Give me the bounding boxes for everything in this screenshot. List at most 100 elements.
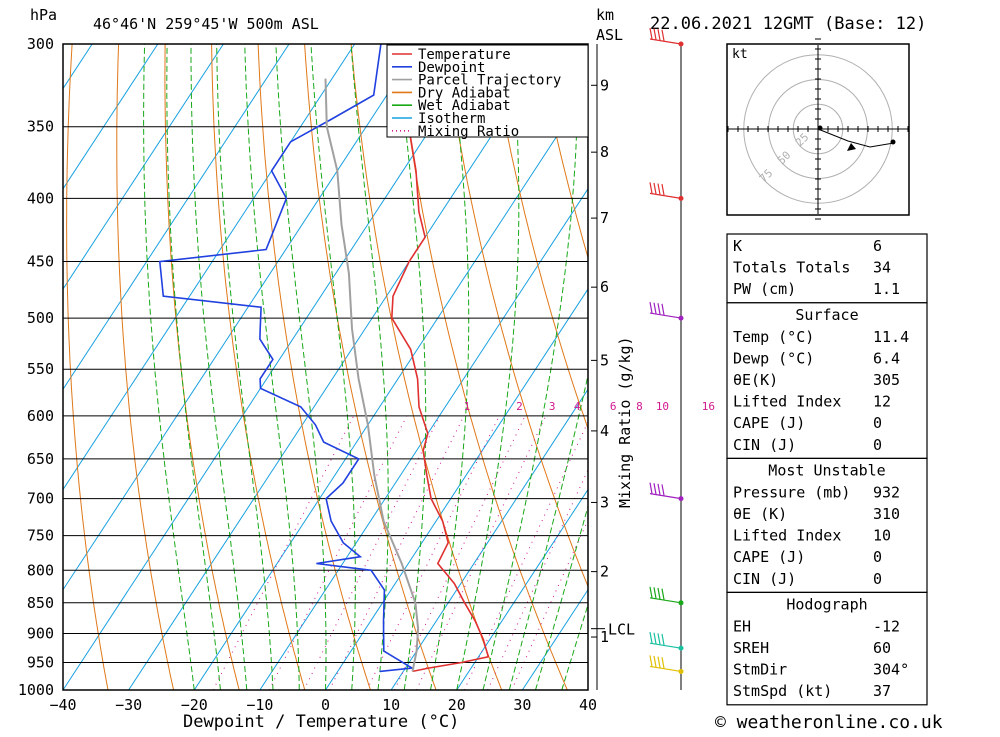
dry-adiabat-line <box>164 44 240 690</box>
dry-adiabat-line <box>304 44 437 690</box>
wind-barb-shaft <box>649 38 682 45</box>
temperature-tick-label: −40 <box>49 696 76 714</box>
table-row-value: 0 <box>873 436 882 454</box>
table-row-value: 0 <box>873 414 882 432</box>
isotherm-line <box>63 44 487 690</box>
mixing-ratio-label: 6 <box>610 400 617 413</box>
pressure-tick-label: 750 <box>27 527 54 545</box>
wind-barb-flag <box>653 655 657 668</box>
legend-label: Wet Adiabat <box>418 98 511 114</box>
temperature-tick-label: 30 <box>513 696 531 714</box>
legend-label: Dewpoint <box>418 60 485 76</box>
table-row-label: CAPE (J) <box>733 548 805 566</box>
storm-motion-marker <box>847 143 856 151</box>
legend-label: Dry Adiabat <box>418 85 511 101</box>
height-tick-label: 6 <box>600 278 609 296</box>
wind-barb-flag <box>653 28 657 40</box>
wind-barb-flag <box>661 303 665 315</box>
pressure-grid <box>63 43 588 691</box>
wind-barb-flag <box>649 655 653 667</box>
table-row-value: 304° <box>873 661 909 679</box>
wet-adiabat-line <box>143 44 195 690</box>
wind-barb-flag <box>653 483 657 495</box>
pressure-unit-label: hPa <box>30 6 57 24</box>
lcl-label: LCL <box>608 621 635 639</box>
table-section-title: Hodograph <box>786 595 867 613</box>
isotherm-line <box>63 44 159 190</box>
plot-frame <box>62 43 589 691</box>
table-row-value: -12 <box>873 617 900 635</box>
temperature-tick-label: −30 <box>115 696 142 714</box>
table-row-label: Totals Totals <box>733 259 850 277</box>
wind-barb-flag <box>661 184 665 196</box>
temperature-tick-label: 10 <box>382 696 400 714</box>
wind-barb-flag <box>661 588 665 600</box>
mixing-ratio-label: 16 <box>702 400 715 413</box>
height-unit-km: km <box>596 6 614 24</box>
wet-adiabat-line <box>216 44 274 690</box>
height-tick-label: 7 <box>600 209 609 227</box>
pressure-tick-label: 800 <box>27 561 54 579</box>
wind-barb-flag <box>657 587 661 600</box>
wet-adiabat-line <box>166 44 221 690</box>
dewpoint-profile <box>158 44 415 673</box>
wind-barb-flag <box>661 657 665 669</box>
mixing-ratio-line <box>394 415 526 690</box>
parcel-trajectory <box>324 78 420 672</box>
temperature-tick-labels: −40 −30 −20 −10 0 10 20 30 40 <box>49 696 597 714</box>
table-row-label: CIN (J) <box>733 436 796 454</box>
table-row-value: 932 <box>873 483 900 501</box>
temperature-tick-label: −20 <box>181 696 208 714</box>
temperature-tick-label: 20 <box>448 696 466 714</box>
table-row-value: 6.4 <box>873 349 900 367</box>
isotherm-line <box>456 488 588 690</box>
wet-adiabat-line <box>310 44 356 690</box>
table-row-label: Dewp (°C) <box>733 349 814 367</box>
pressure-tick-label: 650 <box>27 450 54 468</box>
table-row-value: 305 <box>873 371 900 389</box>
mixing-ratio-axis-title: Mixing Ratio (g/kg) <box>616 336 634 508</box>
wind-barb-flag <box>657 303 661 315</box>
isotherm-line <box>63 44 224 290</box>
table-row-label: K <box>733 237 742 255</box>
stability-indices-table: K 6 Totals Totals 34 PW (cm) 1.1 Surface Temp (… <box>726 233 928 706</box>
wind-barb-flag <box>653 632 657 644</box>
wet-adiabat-line <box>430 44 470 690</box>
legend-label: Mixing Ratio <box>418 124 519 140</box>
hodograph-end-point <box>890 139 896 145</box>
wet-adiabat-line <box>561 603 588 690</box>
pressure-tick-label: 850 <box>27 594 54 612</box>
mixing-ratio-line <box>268 415 408 690</box>
table-section <box>726 302 928 459</box>
legend-label: Temperature <box>418 47 511 63</box>
pressure-tick-label: 400 <box>27 189 54 207</box>
dry-adiabat-line <box>490 44 588 430</box>
isotherm-line <box>259 187 588 690</box>
isotherm-line <box>128 44 552 690</box>
pressure-tick-label: 500 <box>27 309 54 327</box>
mixing-ratio-label: 10 <box>656 400 669 413</box>
table-section <box>726 457 928 593</box>
table-section <box>726 591 928 706</box>
isotherm-line <box>325 288 588 690</box>
isotherm-line <box>0 44 27 690</box>
legend-label: Parcel Trajectory <box>418 73 561 89</box>
table-row-value: 0 <box>873 548 882 566</box>
dry-adiabat-line <box>66 44 109 690</box>
pressure-tick-label: 450 <box>27 253 54 271</box>
wind-barb-flag <box>657 483 661 495</box>
wind-barb-flag <box>649 27 653 40</box>
table-row-label: PW (cm) <box>733 280 796 298</box>
height-unit-asl: ASL <box>596 26 623 44</box>
table-row-label: StmDir <box>733 661 787 679</box>
wet-adiabat-line <box>396 44 427 690</box>
wind-barb-flag <box>649 586 653 598</box>
dry-adiabat-line <box>536 44 588 260</box>
wet-adiabat-lines <box>143 44 588 690</box>
table-row-value: 37 <box>873 682 891 700</box>
temperature-profile <box>390 44 490 673</box>
hodograph-unit-label: kt <box>732 47 748 62</box>
